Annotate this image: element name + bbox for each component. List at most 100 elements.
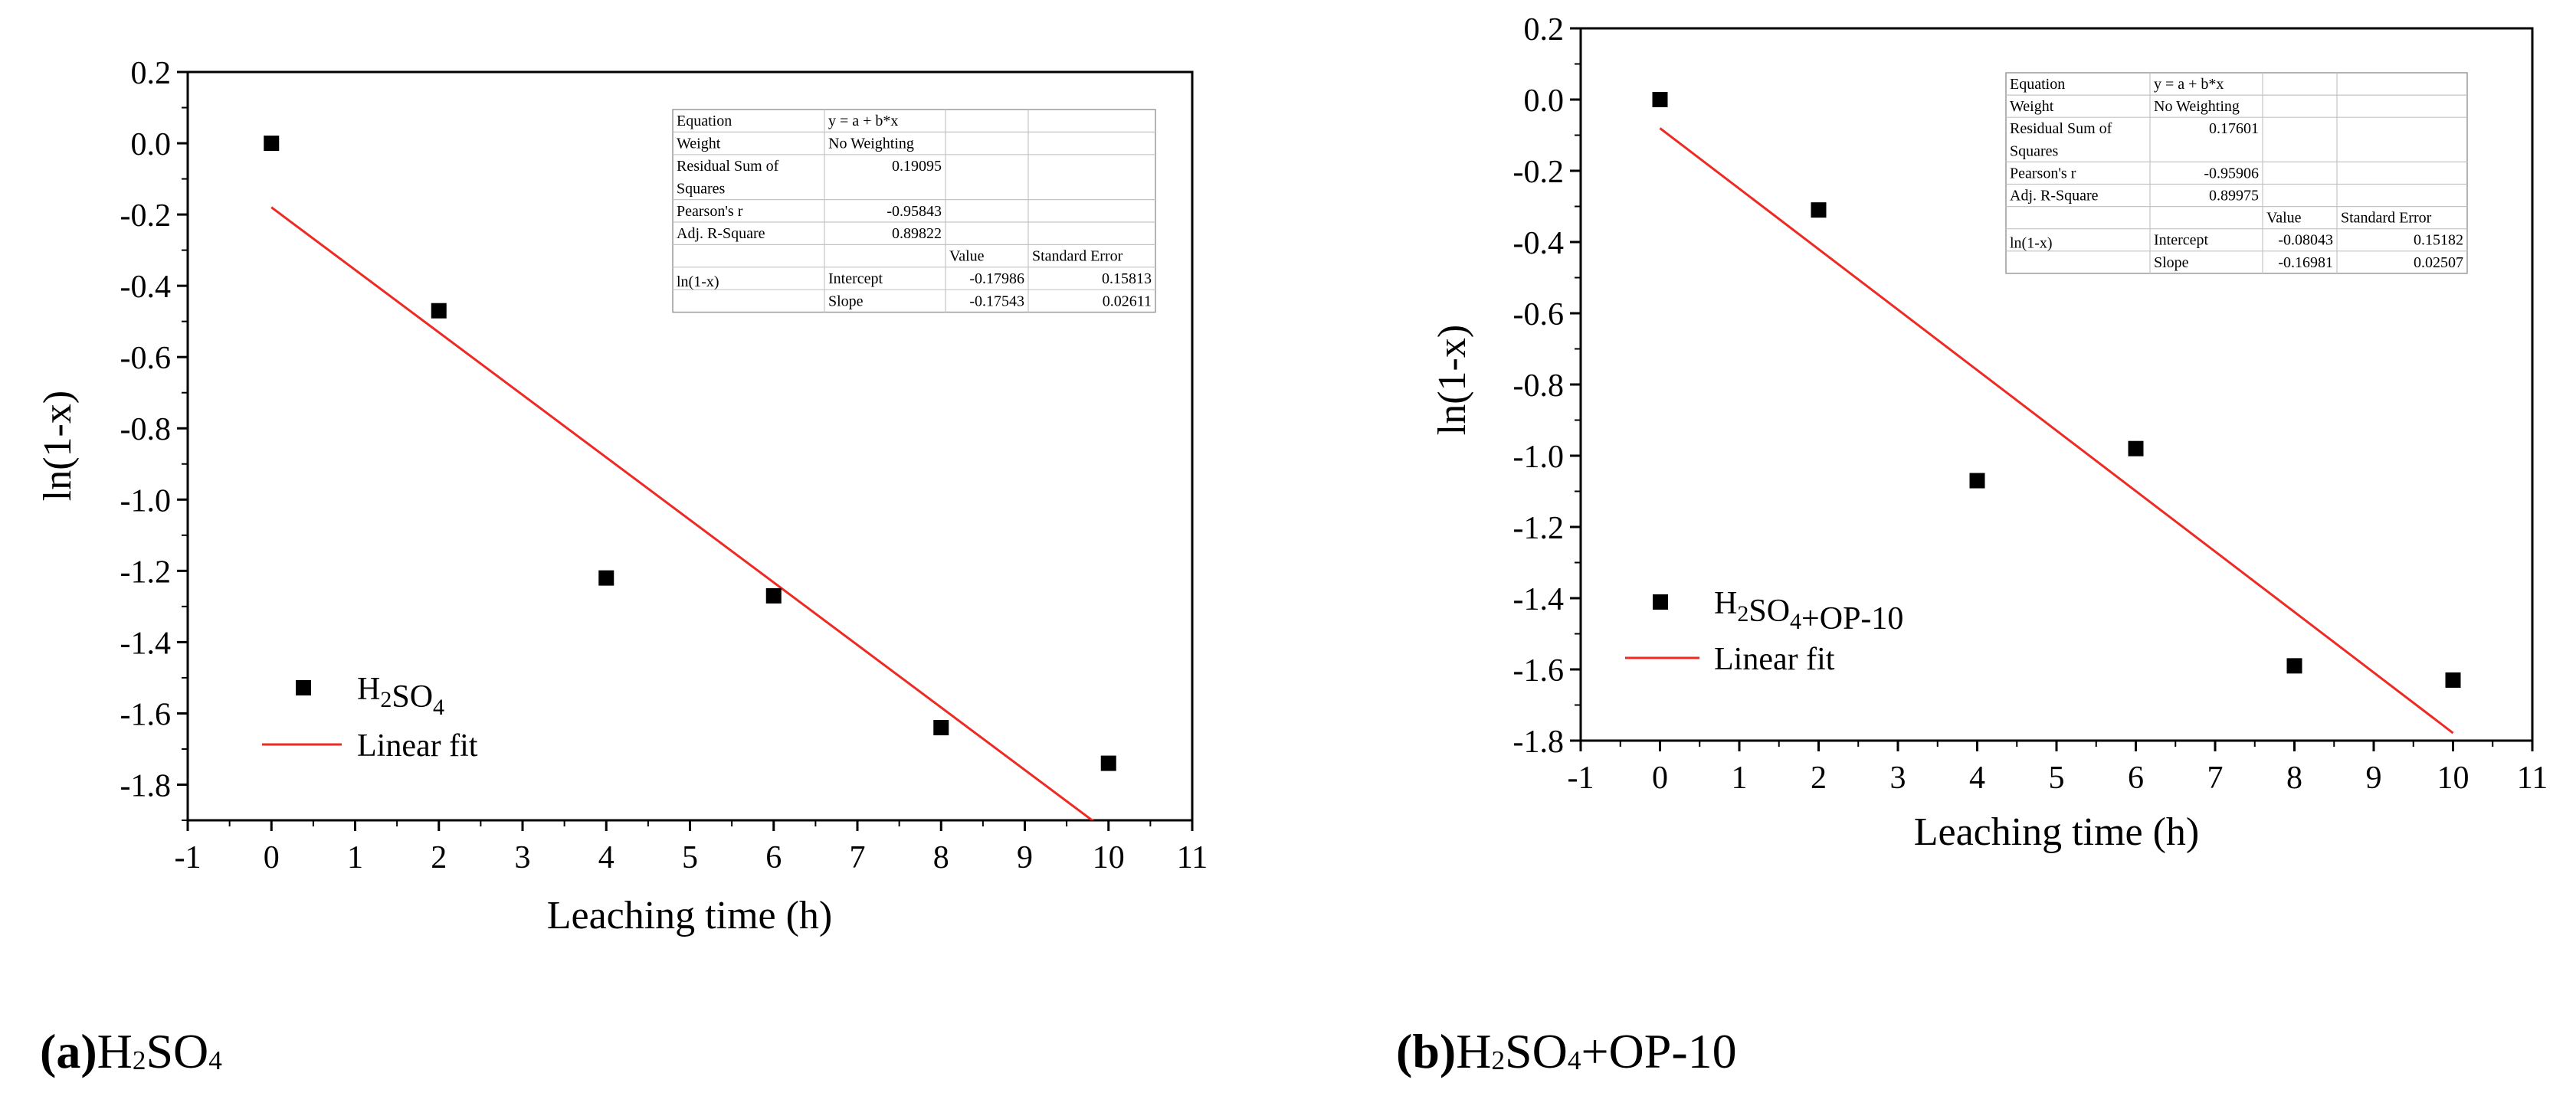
panel-a-stats-table-cell: 0.15813 bbox=[1102, 270, 1152, 287]
panel-a-data-point bbox=[1100, 755, 1116, 771]
panel-b-y-tick-label: -1.8 bbox=[1513, 725, 1565, 760]
panel-b-legend-label-fit: Linear fit bbox=[1714, 642, 1835, 677]
panel-b-x-tick-label: 10 bbox=[2437, 761, 2469, 796]
panel-b-x-tick-label: 9 bbox=[2366, 761, 2382, 796]
panel-a-data-point bbox=[431, 303, 447, 319]
panel-a-stats-table-cell: Adj. R-Square bbox=[677, 225, 765, 242]
panel-b-y-tick-label: -0.6 bbox=[1513, 297, 1565, 332]
panel-b-stats-table-cell: Value bbox=[2266, 210, 2302, 227]
panel-b-y-tick-label: 0.0 bbox=[1524, 83, 1565, 119]
panel-a-y-tick-label: -1.0 bbox=[120, 483, 172, 519]
panel-a-y-tick-label: -0.8 bbox=[120, 412, 172, 447]
panel-b-y-axis-title: ln(1-x) bbox=[1431, 325, 1474, 435]
panel-a-stats-table-cell: 0.19095 bbox=[892, 158, 942, 175]
panel-b-stats-table-cell: Intercept bbox=[2154, 232, 2209, 249]
caption-b: (b)H2SO4+OP-10 bbox=[1396, 1023, 1737, 1080]
panel-a-x-tick-label: 1 bbox=[347, 840, 363, 875]
panel-b-data-point bbox=[1652, 92, 1668, 107]
panel-b-stats-table-cell: No Weighting bbox=[2154, 98, 2240, 115]
caption-b-formula-tail: +OP-10 bbox=[1581, 1024, 1737, 1078]
panel-a-legend-formula-part: SO bbox=[392, 679, 433, 715]
panel-b-y-tick-label: -0.2 bbox=[1513, 155, 1565, 190]
panel-b-y-tick-label: -1.6 bbox=[1513, 653, 1565, 689]
panel-b-stats-table-cell: Residual Sum of bbox=[2010, 120, 2112, 137]
panel-a-legend-label-fit: Linear fit bbox=[357, 728, 478, 764]
panel-a-stats-table-cell: Weight bbox=[677, 136, 721, 152]
panel-a-x-axis-title: Leaching time (h) bbox=[547, 894, 833, 937]
caption-b-letter: (b) bbox=[1396, 1024, 1457, 1078]
panel-b-stats-table-cell: Slope bbox=[2154, 254, 2189, 271]
panel-b-legend-subscript: 2 bbox=[1737, 601, 1748, 627]
panel-b-legend-formula-part: +OP-10 bbox=[1801, 601, 1903, 636]
panel-b-stats-table-cell: 0.15182 bbox=[2414, 232, 2463, 249]
panel-a-x-tick-label: 9 bbox=[1017, 840, 1033, 875]
panel-a-stats-table-cell: -0.95843 bbox=[887, 203, 942, 220]
panel-a-stats-table-cell: No Weighting bbox=[828, 136, 914, 152]
panel-b-y-tick-label: -0.4 bbox=[1513, 226, 1565, 261]
panel-a-x-tick-label: 7 bbox=[850, 840, 866, 875]
panel-b-x-tick-label: 5 bbox=[2049, 761, 2065, 796]
panel-b-data-point bbox=[2445, 672, 2461, 688]
panel-b-linear-fit-line bbox=[1659, 127, 2454, 735]
panel-b-x-tick-label: 0 bbox=[1652, 761, 1668, 796]
panel-b-x-tick-label: 3 bbox=[1890, 761, 1906, 796]
panel-a-y-tick-label: 0.2 bbox=[131, 56, 172, 91]
panel-b-stats-table-cell: y = a + b*x bbox=[2154, 76, 2224, 93]
panel-b-stats-table-cell: -0.16981 bbox=[2278, 254, 2333, 271]
panel-a-stats-table-cell: 0.89822 bbox=[892, 225, 942, 242]
panel-b-stats-table-cell: 0.17601 bbox=[2209, 120, 2259, 137]
panel-b-x-tick-label: 11 bbox=[2517, 761, 2548, 796]
panel-a-linear-fit-line bbox=[270, 206, 1094, 820]
panel-b-y-tick-label: 0.2 bbox=[1524, 12, 1565, 47]
panel-a-stats-table-cell: Slope bbox=[828, 293, 864, 309]
panel-a-x-tick-label: 5 bbox=[682, 840, 698, 875]
panel-a-y-tick-label: -0.6 bbox=[120, 341, 172, 376]
panel-b-x-axis-title: Leaching time (h) bbox=[1914, 810, 2200, 854]
panel-b-stats-table-cell: -0.08043 bbox=[2278, 232, 2333, 249]
panel-b-data-point bbox=[1811, 202, 1827, 218]
caption-a-letter: (a) bbox=[40, 1024, 97, 1078]
caption-a: (a)H2SO4 bbox=[40, 1023, 222, 1080]
panel-a-data-point bbox=[765, 587, 782, 604]
panel-b-x-tick-label: 4 bbox=[1969, 761, 1985, 796]
panel-a-x-tick-label: 8 bbox=[933, 840, 949, 875]
panel-b-stats-table-cell: Adj. R-Square bbox=[2010, 187, 2099, 204]
panel-b-stats-table-cell: Standard Error bbox=[2341, 210, 2432, 227]
caption-b-formula-sub: 2 bbox=[1491, 1045, 1506, 1075]
panel-a-stats-table-cell: Squares bbox=[677, 180, 726, 197]
caption-a-formula-sub: 2 bbox=[132, 1045, 146, 1075]
panel-b-x-tick-label: 8 bbox=[2286, 761, 2302, 796]
caption-b-formula-sub2: 4 bbox=[1567, 1045, 1581, 1075]
panel-a-legend-label-scatter: H2SO4 bbox=[357, 672, 444, 720]
panel-a-x-tick-label: 4 bbox=[598, 840, 615, 875]
panel-b-data-point bbox=[2128, 440, 2144, 456]
panel-a-x-tick-label: 6 bbox=[765, 840, 782, 875]
panel-a-stats-table-cell: ln(1-x) bbox=[677, 273, 719, 290]
caption-b-formula-pre: H bbox=[1456, 1024, 1492, 1078]
panel-a-data-point bbox=[264, 136, 280, 152]
caption-a-formula-sub2: 4 bbox=[208, 1045, 222, 1075]
panel-a-stats-table-cell: Intercept bbox=[828, 270, 883, 287]
panel-a-legend-marker bbox=[296, 680, 311, 695]
caption-b-formula-post: SO bbox=[1505, 1024, 1568, 1078]
panel-a-legend-subscript: 2 bbox=[380, 687, 392, 712]
panel-a-stats-table-cell: y = a + b*x bbox=[828, 113, 898, 129]
panel-a-y-tick-label: -0.2 bbox=[120, 198, 172, 234]
panel-a-stats-table-frame bbox=[672, 109, 1156, 313]
panel-b-y-tick-label: -0.8 bbox=[1513, 368, 1565, 404]
caption-a-formula-post: SO bbox=[146, 1024, 209, 1078]
panel-a-stats-table-cell: Pearson's r bbox=[677, 203, 743, 220]
panel-b-x-tick-label: 7 bbox=[2207, 761, 2224, 796]
panel-b-y-tick-label: -1.4 bbox=[1513, 582, 1565, 617]
panel-a-x-tick-label: -1 bbox=[175, 840, 202, 875]
panel-b-y-tick-label: -1.2 bbox=[1513, 511, 1565, 546]
panel-a-legend-formula-part: H bbox=[357, 672, 380, 707]
panel-b-stats-table-cell: -0.95906 bbox=[2204, 165, 2259, 182]
panel-a-stats-table-cell: Value bbox=[949, 248, 985, 265]
panel-a-y-tick-label: -1.4 bbox=[120, 626, 172, 661]
panel-b-legend-subscript: 4 bbox=[1790, 609, 1801, 634]
panel-b-data-point bbox=[2286, 658, 2302, 674]
panel-a-stats-table-cell: -0.17543 bbox=[969, 293, 1024, 309]
panel-b-stats-table-cell: Weight bbox=[2010, 98, 2054, 115]
